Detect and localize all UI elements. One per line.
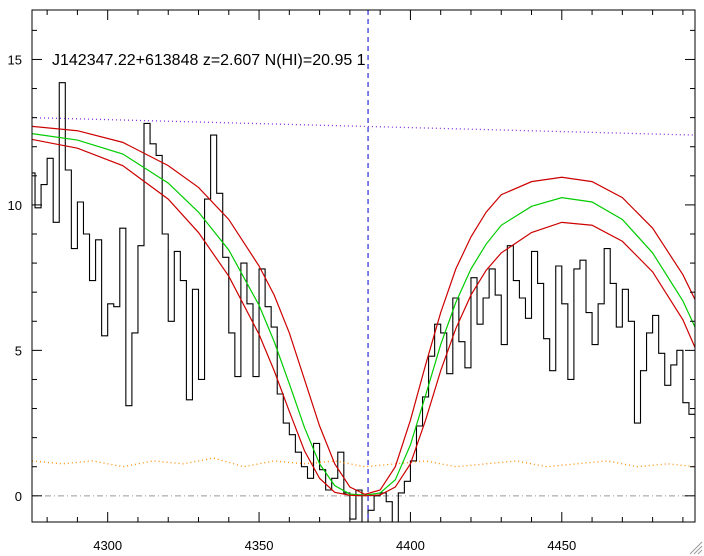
chart-title: J142347.22+613848 z=2.607 N(HI)=20.95 1 xyxy=(52,52,366,69)
y-tick-label: 0 xyxy=(15,489,22,504)
x-tick-label: 4300 xyxy=(93,538,122,553)
y-tick-label: 15 xyxy=(8,52,22,67)
x-tick-label: 4450 xyxy=(547,538,576,553)
resize-grip-icon[interactable] xyxy=(689,541,703,555)
continuum-line xyxy=(32,116,695,136)
plot-frame xyxy=(31,9,696,523)
fit-lower-line xyxy=(32,138,695,497)
fit-line xyxy=(32,133,695,496)
fit-upper-line xyxy=(32,125,695,495)
axis-ticks xyxy=(32,10,695,522)
x-tick-label: 4400 xyxy=(396,538,425,553)
error-line xyxy=(32,457,695,468)
x-tick-label: 4350 xyxy=(245,538,274,553)
series-layer xyxy=(32,82,695,522)
x-tick-labels: 4300 4350 4400 4450 xyxy=(93,538,576,553)
y-tick-label: 10 xyxy=(8,198,22,213)
y-tick-labels: 0 5 10 15 xyxy=(8,52,22,503)
flux-steps xyxy=(32,82,695,522)
y-tick-label: 5 xyxy=(15,343,22,358)
